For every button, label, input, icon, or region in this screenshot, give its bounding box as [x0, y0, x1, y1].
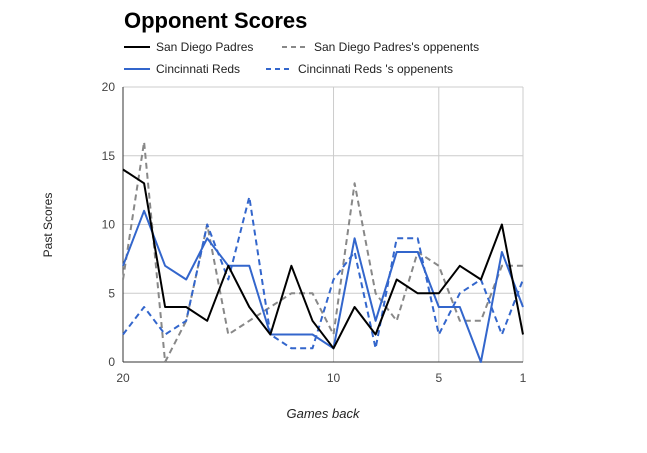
series-line-2 [122, 209, 524, 363]
series-line-3 [122, 196, 524, 350]
series-line-0 [122, 168, 524, 350]
y-axis-label: Past Scores [41, 193, 55, 258]
legend-label-padres-opponents: San Diego Padres's oppenents [314, 40, 479, 54]
x-axis-label: Games back [287, 406, 361, 421]
legend-label-reds: Cincinnati Reds [156, 62, 240, 76]
x-tick-label: 1 [520, 371, 527, 385]
x-tick-label: 5 [435, 371, 442, 385]
legend-item-padres-opponents: San Diego Padres's oppenents [282, 40, 479, 54]
legend-label-padres: San Diego Padres [156, 40, 253, 54]
series-group [122, 141, 524, 363]
y-tick-label: 5 [108, 286, 115, 300]
x-tick-label: 10 [327, 371, 341, 385]
series-line-1 [122, 141, 523, 363]
grid [122, 86, 524, 363]
legend-item-padres: San Diego Padres [124, 40, 253, 54]
chart-title: Opponent Scores [124, 8, 307, 33]
y-tick-label: 15 [102, 149, 116, 163]
tick-labels: 0 5 10 15 20 20 10 5 1 [102, 80, 527, 385]
axes [122, 86, 524, 363]
legend-label-reds-opponents: Cincinnati Reds 's oppenents [298, 62, 453, 76]
y-tick-label: 10 [102, 218, 116, 232]
y-tick-label: 0 [108, 355, 115, 369]
legend: San Diego Padres San Diego Padres's oppe… [124, 40, 479, 76]
legend-item-reds-opponents: Cincinnati Reds 's oppenents [266, 62, 453, 76]
x-tick-label: 20 [116, 371, 130, 385]
y-tick-label: 20 [102, 80, 116, 94]
legend-item-reds: Cincinnati Reds [124, 62, 240, 76]
